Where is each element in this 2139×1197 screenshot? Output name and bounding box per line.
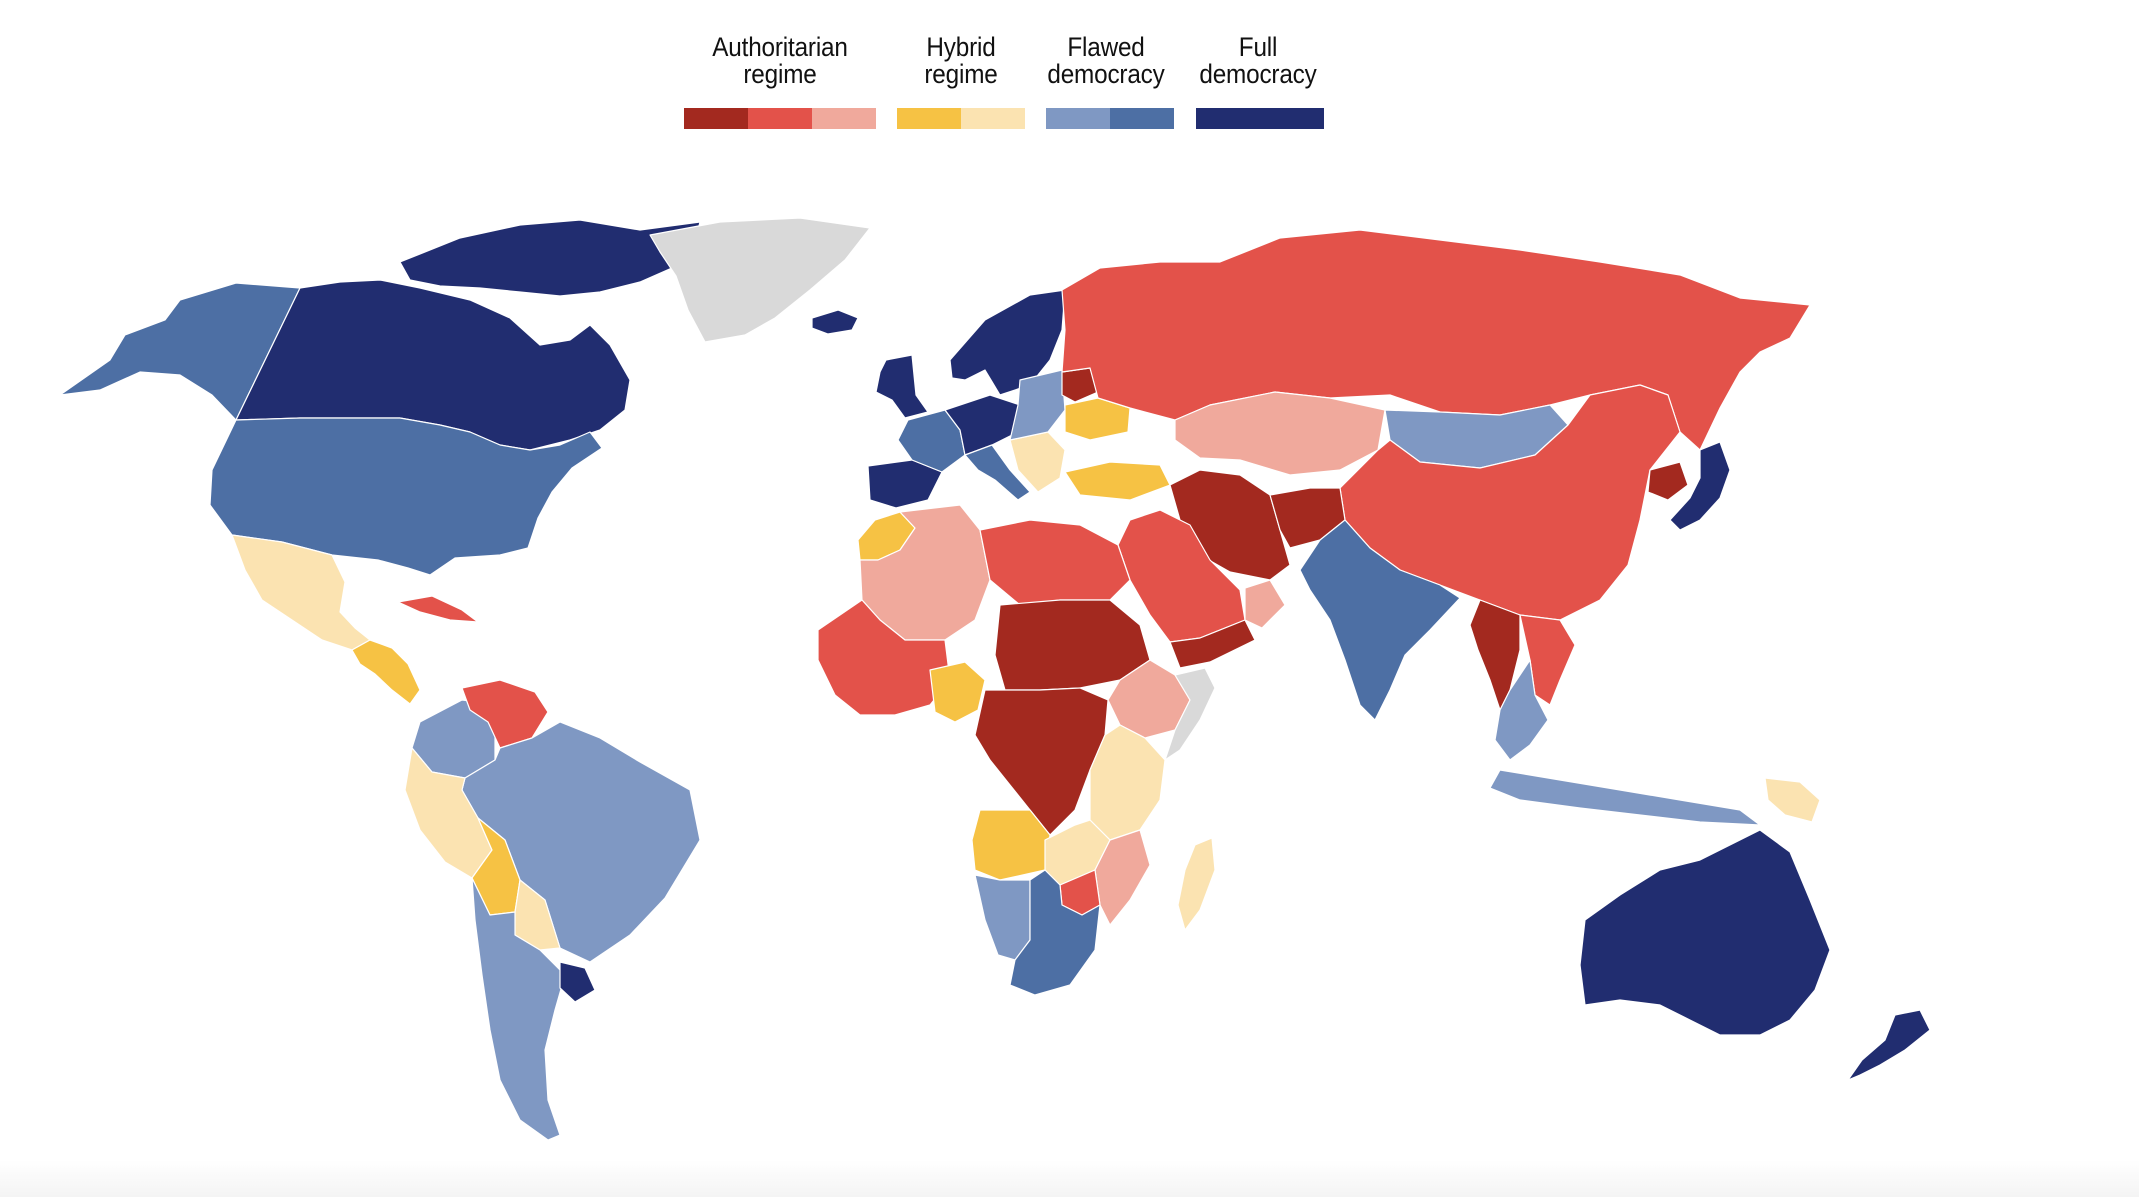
legend-swatches-full (1196, 108, 1324, 129)
region-libya-egypt (979, 519, 1131, 606)
legend-label-line1: Authoritarian (712, 32, 848, 62)
region-kazakhstan (1174, 391, 1386, 476)
region-botswana-south-africa (1009, 869, 1101, 996)
legend-label-line1: Hybrid (926, 32, 996, 62)
region-indonesia (1489, 769, 1761, 826)
region-argentina-chile (471, 877, 566, 1141)
swatch-full (1196, 108, 1324, 129)
region-italy (964, 444, 1031, 501)
legend-group-authoritarian: Authoritarian regime (684, 34, 876, 88)
region-greenland (649, 217, 871, 343)
swatch-auth-dark (684, 108, 748, 129)
swatch-hybrid-light (961, 108, 1025, 129)
legend-label-line2: democracy (1047, 59, 1165, 89)
legend: Authoritarian regime Hybrid regime Flawe… (684, 34, 1330, 134)
region-somalia (1164, 667, 1216, 761)
region-oman (1244, 579, 1286, 629)
region-canada-arctic-islands (399, 219, 701, 297)
swatch-auth-mid (748, 108, 812, 129)
legend-label-line2: regime (743, 59, 817, 89)
region-east-africa (1089, 724, 1166, 841)
legend-swatches-flawed (1046, 108, 1174, 129)
legend-label-line1: Flawed (1067, 32, 1145, 62)
region-uk-ireland (875, 354, 929, 419)
region-india (1299, 519, 1461, 721)
region-iceland (811, 309, 859, 335)
region-scandinavia (949, 289, 1066, 396)
region-turkey (1064, 461, 1171, 501)
swatch-flawed-light (1046, 108, 1110, 129)
region-japan (1669, 441, 1731, 531)
region-central-america (351, 639, 421, 705)
region-central-africa (974, 687, 1109, 836)
region-madagascar (1177, 837, 1216, 931)
region-uruguay (559, 961, 596, 1003)
region-papua-new-guinea (1764, 777, 1821, 823)
legend-label-line2: democracy (1199, 59, 1317, 89)
legend-group-full: Full democracy (1188, 34, 1328, 88)
region-central-europe (944, 394, 1021, 456)
region-cuba (397, 595, 479, 623)
legend-swatches-authoritarian (684, 108, 876, 129)
swatch-hybrid-dark (897, 108, 961, 129)
region-new-zealand (1847, 1009, 1931, 1081)
swatch-auth-light (812, 108, 876, 129)
region-namibia (974, 874, 1031, 961)
region-australia (1579, 829, 1831, 1036)
legend-group-flawed: Flawed democracy (1036, 34, 1176, 88)
region-nigeria (929, 661, 986, 723)
legend-swatches-hybrid (897, 108, 1025, 129)
legend-group-hybrid: Hybrid regime (896, 34, 1026, 88)
legend-label-line2: regime (924, 59, 998, 89)
region-southeast-asia (1494, 659, 1549, 761)
swatch-flawed-dark (1110, 108, 1174, 129)
region-angola (971, 809, 1051, 881)
region-north-korea (1647, 461, 1689, 501)
bottom-shadow (0, 1160, 2139, 1197)
region-yemen (1169, 619, 1256, 669)
legend-label-line1: Full (1238, 32, 1278, 62)
